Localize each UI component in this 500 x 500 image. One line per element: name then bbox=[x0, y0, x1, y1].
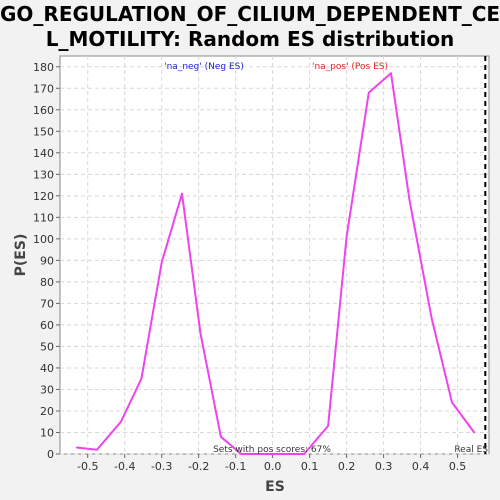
data-point bbox=[96, 448, 98, 451]
x-tick-label: 0.4 bbox=[412, 460, 430, 473]
data-point bbox=[473, 431, 476, 434]
chart-title-line-1: GO_REGULATION_OF_CILIUM_DEPENDENT_CEL bbox=[0, 2, 500, 26]
y-tick-label: 50 bbox=[40, 340, 54, 353]
y-tick-label: 130 bbox=[33, 168, 54, 181]
x-tick-label: -0.1 bbox=[225, 460, 246, 473]
x-axis-label: ES bbox=[265, 479, 285, 495]
y-tick-label: 80 bbox=[40, 276, 54, 289]
y-tick-label: 70 bbox=[40, 297, 54, 310]
data-point bbox=[75, 446, 78, 449]
data-point bbox=[430, 317, 433, 320]
chart-title-line-2: L_MOTILITY: Random ES distribution bbox=[45, 27, 455, 51]
annotation-layer: 'na_neg' (Neg ES) 'na_pos' (Pos ES) Sets… bbox=[164, 62, 488, 455]
y-tick-label: 90 bbox=[40, 254, 54, 267]
data-point bbox=[281, 453, 283, 455]
chart-title: GO_REGULATION_OF_CILIUM_DEPENDENT_CEL L_… bbox=[0, 2, 500, 52]
y-tick-label: 150 bbox=[33, 125, 54, 138]
y-tick-label: 170 bbox=[33, 82, 54, 95]
data-point bbox=[181, 192, 183, 195]
data-point bbox=[160, 261, 163, 264]
data-point bbox=[327, 425, 329, 427]
data-point bbox=[120, 420, 122, 423]
y-tick-label: 60 bbox=[40, 319, 54, 332]
data-point bbox=[260, 453, 263, 455]
data-point bbox=[140, 377, 143, 380]
x-tick-label: 0.0 bbox=[264, 460, 282, 473]
neg-es-label: 'na_neg' (Neg ES) bbox=[164, 62, 244, 72]
y-tick-label: 0 bbox=[47, 448, 54, 461]
real-es-label: Real ES bbox=[454, 445, 488, 455]
y-tick-label: 40 bbox=[40, 362, 54, 375]
x-tick-label: 0.1 bbox=[301, 460, 319, 473]
data-point bbox=[408, 199, 411, 201]
axis-layer: 0 10 20 30 40 50 60 70 80 90 100 110 120 130 140 150 160… bbox=[33, 61, 466, 473]
series-layer bbox=[75, 56, 487, 455]
data-point bbox=[368, 91, 370, 94]
y-tick-label: 100 bbox=[33, 233, 54, 246]
data-point bbox=[390, 72, 392, 75]
y-tick-label: 20 bbox=[40, 405, 54, 418]
y-tick-label: 160 bbox=[33, 104, 54, 117]
x-tick-label: -0.5 bbox=[77, 460, 98, 473]
y-tick-label: 180 bbox=[33, 61, 54, 74]
x-tick-label: 0.2 bbox=[338, 460, 356, 473]
y-tick-label: 120 bbox=[33, 190, 54, 203]
data-point bbox=[199, 332, 202, 335]
data-point bbox=[451, 401, 453, 404]
y-axis-label: P(ES) bbox=[13, 234, 29, 277]
y-tick-label: 10 bbox=[40, 426, 54, 439]
data-point bbox=[345, 235, 348, 238]
pos-es-label: 'na_pos' (Pos ES) bbox=[312, 62, 388, 72]
x-tick-label: -0.2 bbox=[188, 460, 209, 473]
x-tick-label: -0.4 bbox=[114, 460, 135, 473]
x-tick-label: -0.3 bbox=[151, 460, 172, 473]
y-tick-label: 140 bbox=[33, 147, 54, 160]
plot-area bbox=[59, 55, 490, 455]
x-tick-label: 0.5 bbox=[449, 460, 467, 473]
pos-scores-label: Sets with pos scores: 67% bbox=[213, 445, 331, 455]
y-tick-label: 110 bbox=[33, 211, 54, 224]
data-point bbox=[303, 453, 305, 455]
distribution-line bbox=[76, 72, 476, 455]
data-point bbox=[240, 453, 243, 455]
y-tick-label: 30 bbox=[40, 383, 54, 396]
data-point bbox=[220, 435, 222, 438]
x-tick-label: 0.3 bbox=[375, 460, 393, 473]
